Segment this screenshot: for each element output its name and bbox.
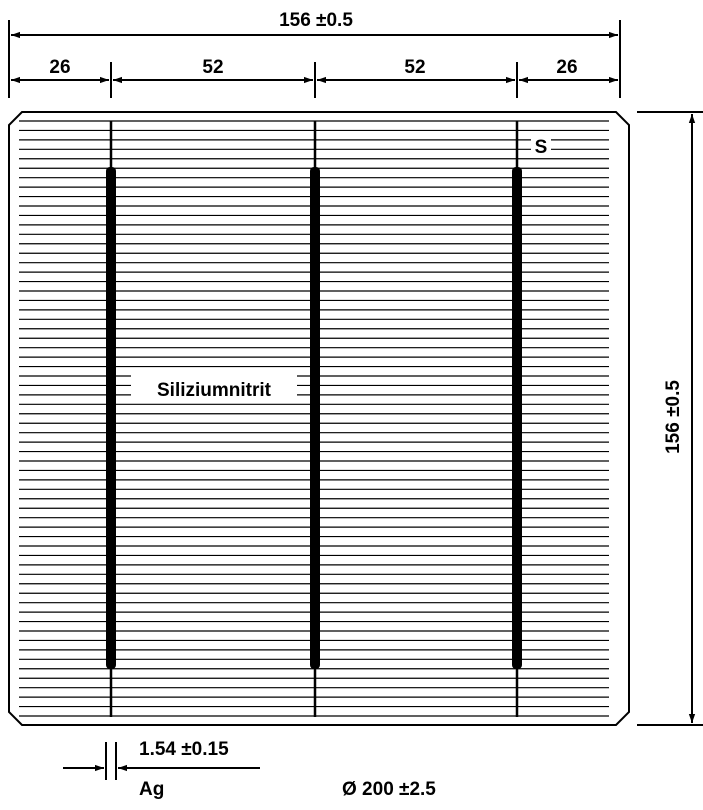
segment-label-4: 26	[556, 57, 577, 78]
busbar-pad-2	[310, 167, 320, 669]
segment-label-2: 52	[202, 57, 223, 78]
busbar-pad-3	[512, 167, 522, 669]
segment-label-1: 26	[49, 57, 70, 78]
segment-dimensions: 26 52 52 26	[11, 56, 618, 98]
segment-label-3: 52	[404, 57, 425, 78]
corner-label: S	[535, 137, 548, 158]
busbar-material-label: Ag	[139, 779, 164, 800]
total-width-dimension: 156 ±0.5	[8, 6, 621, 98]
busbar-pad-1	[106, 167, 116, 669]
total-width-label: 156 ±0.5	[279, 10, 353, 31]
total-height-label: 156 ±0.5	[663, 380, 684, 454]
solar-cell: Siliziumnitrit S	[8, 111, 630, 726]
busbar-width-label: 1.54 ±0.15	[139, 739, 229, 760]
diameter-label: Ø 200 ±2.5	[342, 779, 436, 800]
total-height-dimension: 156 ±0.5	[637, 111, 703, 726]
coating-label: Siliziumnitrit	[157, 380, 272, 401]
busbar-width-dimension: 1.54 ±0.15 Ag	[63, 739, 260, 800]
